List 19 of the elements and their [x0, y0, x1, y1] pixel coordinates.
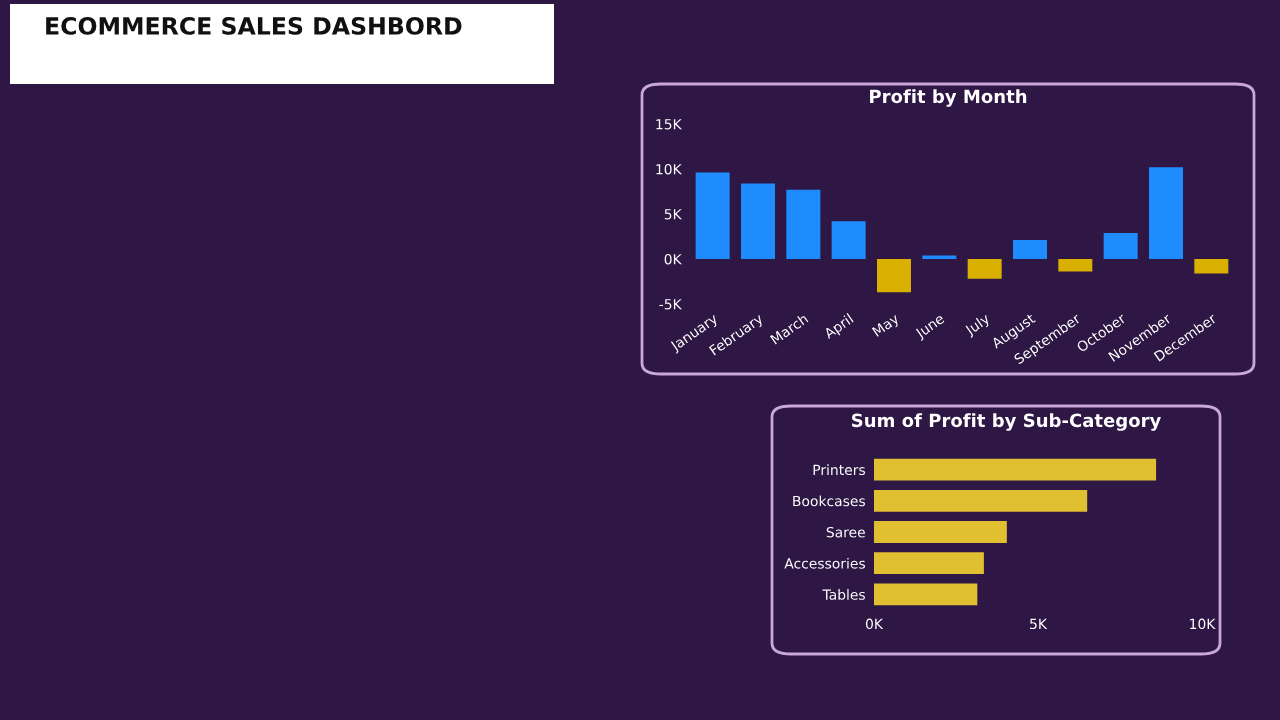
bar	[741, 183, 775, 259]
bar	[874, 489, 1088, 512]
bar	[695, 172, 730, 259]
bar	[1149, 167, 1183, 259]
bar	[967, 259, 1002, 279]
text: ECOMMERCE SALES DASHBORD	[46, 16, 462, 35]
bar	[1013, 240, 1047, 259]
chart-title: Profit by Month	[870, 89, 1027, 107]
bar	[874, 521, 1007, 543]
bar	[1058, 259, 1093, 272]
bar	[831, 221, 866, 259]
bar	[874, 458, 1157, 481]
bar	[1194, 259, 1229, 274]
chart-title: Sum of Profit by Sub-Category	[852, 413, 1161, 431]
bar	[874, 583, 978, 606]
bar	[786, 189, 821, 259]
bar	[874, 552, 984, 575]
bar	[1103, 232, 1138, 259]
bar	[877, 259, 911, 293]
